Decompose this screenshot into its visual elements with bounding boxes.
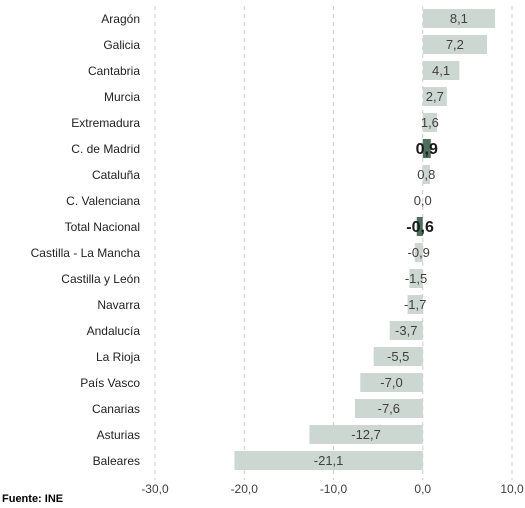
bar [373, 347, 423, 366]
value-label: -12,7 [351, 427, 381, 442]
bar [389, 321, 423, 340]
source-note: Fuente: INE [2, 493, 64, 505]
value-label: 0,9 [416, 141, 438, 158]
category-labels: Aragón Galicia Cantabria Murcia Extremadura C… [31, 12, 141, 468]
category-label: Castilla - La Mancha [31, 246, 141, 260]
value-label: -7,6 [378, 401, 400, 416]
value-label: -21,1 [314, 453, 344, 468]
bar [407, 295, 423, 314]
bar [309, 425, 423, 444]
value-label: 2,7 [426, 89, 444, 104]
x-tick-label: -30,0 [141, 482, 169, 496]
value-label: 4,1 [432, 63, 450, 78]
category-label: Galicia [103, 38, 140, 52]
category-label: Total Nacional [65, 220, 140, 234]
category-label: Extremadura [71, 116, 140, 130]
value-label: -7,0 [380, 375, 402, 390]
category-label: Castilla y León [61, 272, 140, 286]
category-label: C. de Madrid [71, 142, 140, 156]
bar [422, 35, 488, 54]
value-label: 0,0 [414, 193, 432, 208]
bar [234, 451, 423, 470]
x-axis-tick-labels: -30,0 -20,0 -10,0 0,0 10,0 [141, 482, 524, 496]
bar [422, 113, 438, 132]
bar [422, 165, 430, 184]
category-label: Navarra [97, 298, 140, 312]
value-label: 0,8 [417, 167, 435, 182]
bar [422, 61, 460, 80]
bar [414, 243, 423, 262]
x-tick-label: 0,0 [414, 482, 431, 496]
category-label: Cantabria [88, 64, 140, 78]
category-label: Cataluña [92, 168, 140, 182]
value-label: -5,5 [387, 349, 409, 364]
value-labels: 8,1 7,2 4,1 2,7 1,6 0,9 0,8 0,0 -0,6 -0,9 -1,5 -1,7… [314, 11, 468, 468]
bar [409, 269, 423, 288]
value-label: -3,7 [395, 323, 417, 338]
bar [354, 399, 423, 418]
value-label: -0,9 [408, 245, 430, 260]
category-label: La Rioja [96, 350, 140, 364]
category-label: C. Valenciana [66, 194, 140, 208]
x-tick-label: -20,0 [231, 482, 259, 496]
x-tick-label: -10,0 [320, 482, 348, 496]
value-label: -0,6 [406, 219, 434, 236]
bar [416, 217, 423, 236]
bar [422, 9, 496, 28]
category-label: Canarias [92, 402, 140, 416]
value-label: 7,2 [446, 37, 464, 52]
category-label: Aragón [101, 12, 140, 26]
bar [360, 373, 423, 392]
bar [422, 139, 431, 158]
category-label: Asturias [97, 428, 140, 442]
category-label: Murcia [104, 90, 140, 104]
category-label: Andalucía [87, 324, 141, 338]
category-label: Baleares [93, 454, 140, 468]
value-label: 8,1 [450, 11, 468, 26]
x-tick-label: 10,0 [500, 482, 524, 496]
value-label: 1,6 [421, 115, 439, 130]
value-label: -1,7 [404, 297, 426, 312]
bar [422, 87, 447, 106]
value-label: -1,5 [405, 271, 427, 286]
category-label: País Vasco [80, 376, 140, 390]
bars [234, 9, 496, 470]
